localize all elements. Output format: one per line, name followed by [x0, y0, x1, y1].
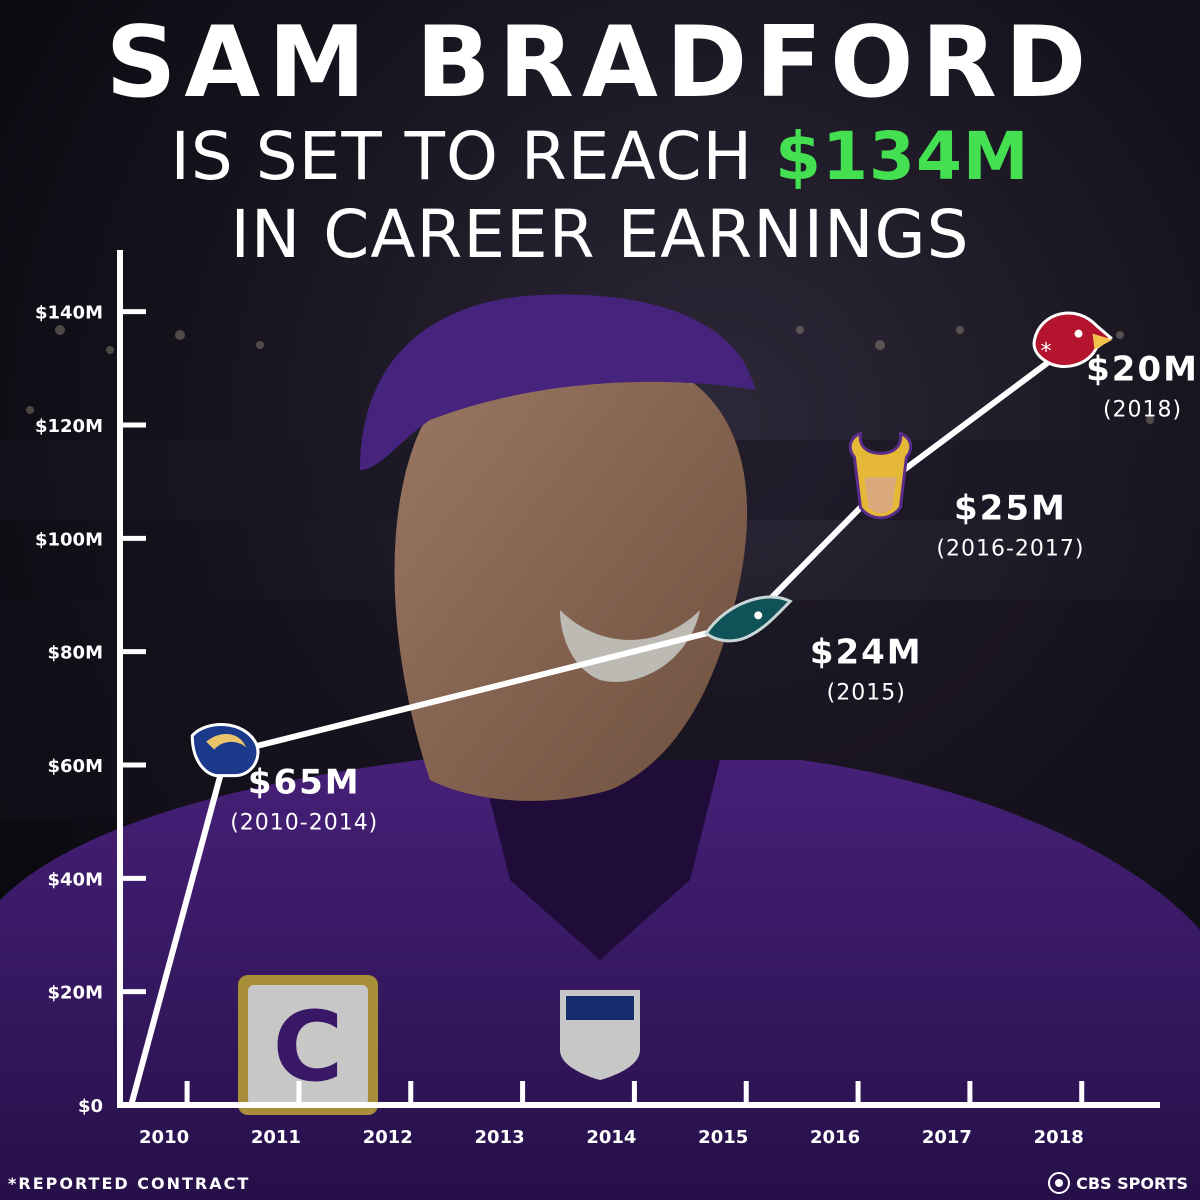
cardinal-eye-shape	[1074, 329, 1083, 338]
segment-amount: $20M	[1086, 350, 1199, 390]
segment-annotations: * $65M (2010-2014) $24M (2015) $25M (2016-2017…	[230, 340, 1199, 836]
svg-text:C: C	[273, 991, 343, 1103]
segment-amount: $24M	[810, 632, 923, 672]
chart-tick-labels: $0 $20M $40M $60M $80M $100M $120M $140M 2010 201…	[35, 303, 1084, 1148]
chart-ticks	[120, 309, 1085, 1105]
y-tick-label: $120M	[35, 416, 103, 437]
brand-mark: CBS SPORTS	[1048, 1170, 1188, 1196]
cbs-eye-icon	[1048, 1172, 1071, 1194]
career-total: $134M	[775, 118, 1030, 195]
subtitle-line: IS SET TO REACH $134M	[0, 118, 1200, 195]
x-tick-label: 2011	[251, 1127, 301, 1148]
y-tick-label: $80M	[48, 643, 104, 664]
subtitle-prefix: IS SET TO REACH	[170, 118, 776, 195]
brand-label: CBS SPORTS	[1076, 1173, 1188, 1193]
x-tick-label: 2017	[922, 1127, 972, 1148]
x-tick-label: 2013	[475, 1127, 525, 1148]
rams-logo-icon	[190, 723, 260, 778]
segment-years: (2016-2017)	[936, 536, 1084, 561]
y-tick-label: $40M	[48, 869, 104, 890]
segment-amount: $65M	[248, 763, 361, 803]
reported-marker: *	[1040, 340, 1051, 365]
page-title: SAM BRADFORD	[105, 6, 1095, 120]
y-tick-label: $60M	[48, 756, 104, 777]
eagle-head-shape	[704, 595, 793, 643]
eagles-logo-icon	[704, 595, 793, 643]
vikings-logo-icon	[848, 430, 913, 520]
subtitle-line-2: IN CAREER EARNINGS	[230, 196, 970, 273]
y-tick-label: $100M	[35, 529, 103, 550]
segment-years: (2010-2014)	[230, 811, 378, 836]
cardinals-logo-icon	[1032, 311, 1113, 368]
segment-years: (2015)	[827, 680, 906, 705]
eagle-eye-shape	[754, 611, 763, 620]
y-tick-label: $20M	[48, 983, 104, 1004]
cardinal-beak-shape	[1092, 333, 1113, 350]
x-tick-label: 2010	[139, 1127, 189, 1148]
cardinal-head-shape	[1032, 311, 1113, 368]
segment-years: (2018)	[1103, 398, 1182, 423]
chart-axes	[117, 250, 1160, 1108]
player-cap	[360, 294, 755, 470]
viking-helmet-shape	[848, 430, 913, 520]
rams-helmet-shape	[190, 723, 260, 778]
x-tick-label: 2012	[363, 1127, 413, 1148]
x-tick-label: 2018	[1034, 1127, 1084, 1148]
x-tick-label: 2015	[698, 1127, 748, 1148]
segment-amount: $25M	[954, 488, 1067, 528]
team-logos	[190, 311, 1113, 778]
stadium-lights	[26, 325, 1174, 424]
y-tick-label: $140M	[35, 303, 103, 324]
rams-horn-shape	[206, 733, 247, 750]
jersey-collar	[480, 760, 720, 960]
x-tick-label: 2014	[586, 1127, 636, 1148]
y-tick-label: $0	[78, 1096, 103, 1117]
x-tick-label: 2016	[810, 1127, 860, 1148]
reported-contract-footnote: *REPORTED CONTRACT	[8, 1174, 251, 1193]
viking-face-shape	[864, 477, 897, 514]
